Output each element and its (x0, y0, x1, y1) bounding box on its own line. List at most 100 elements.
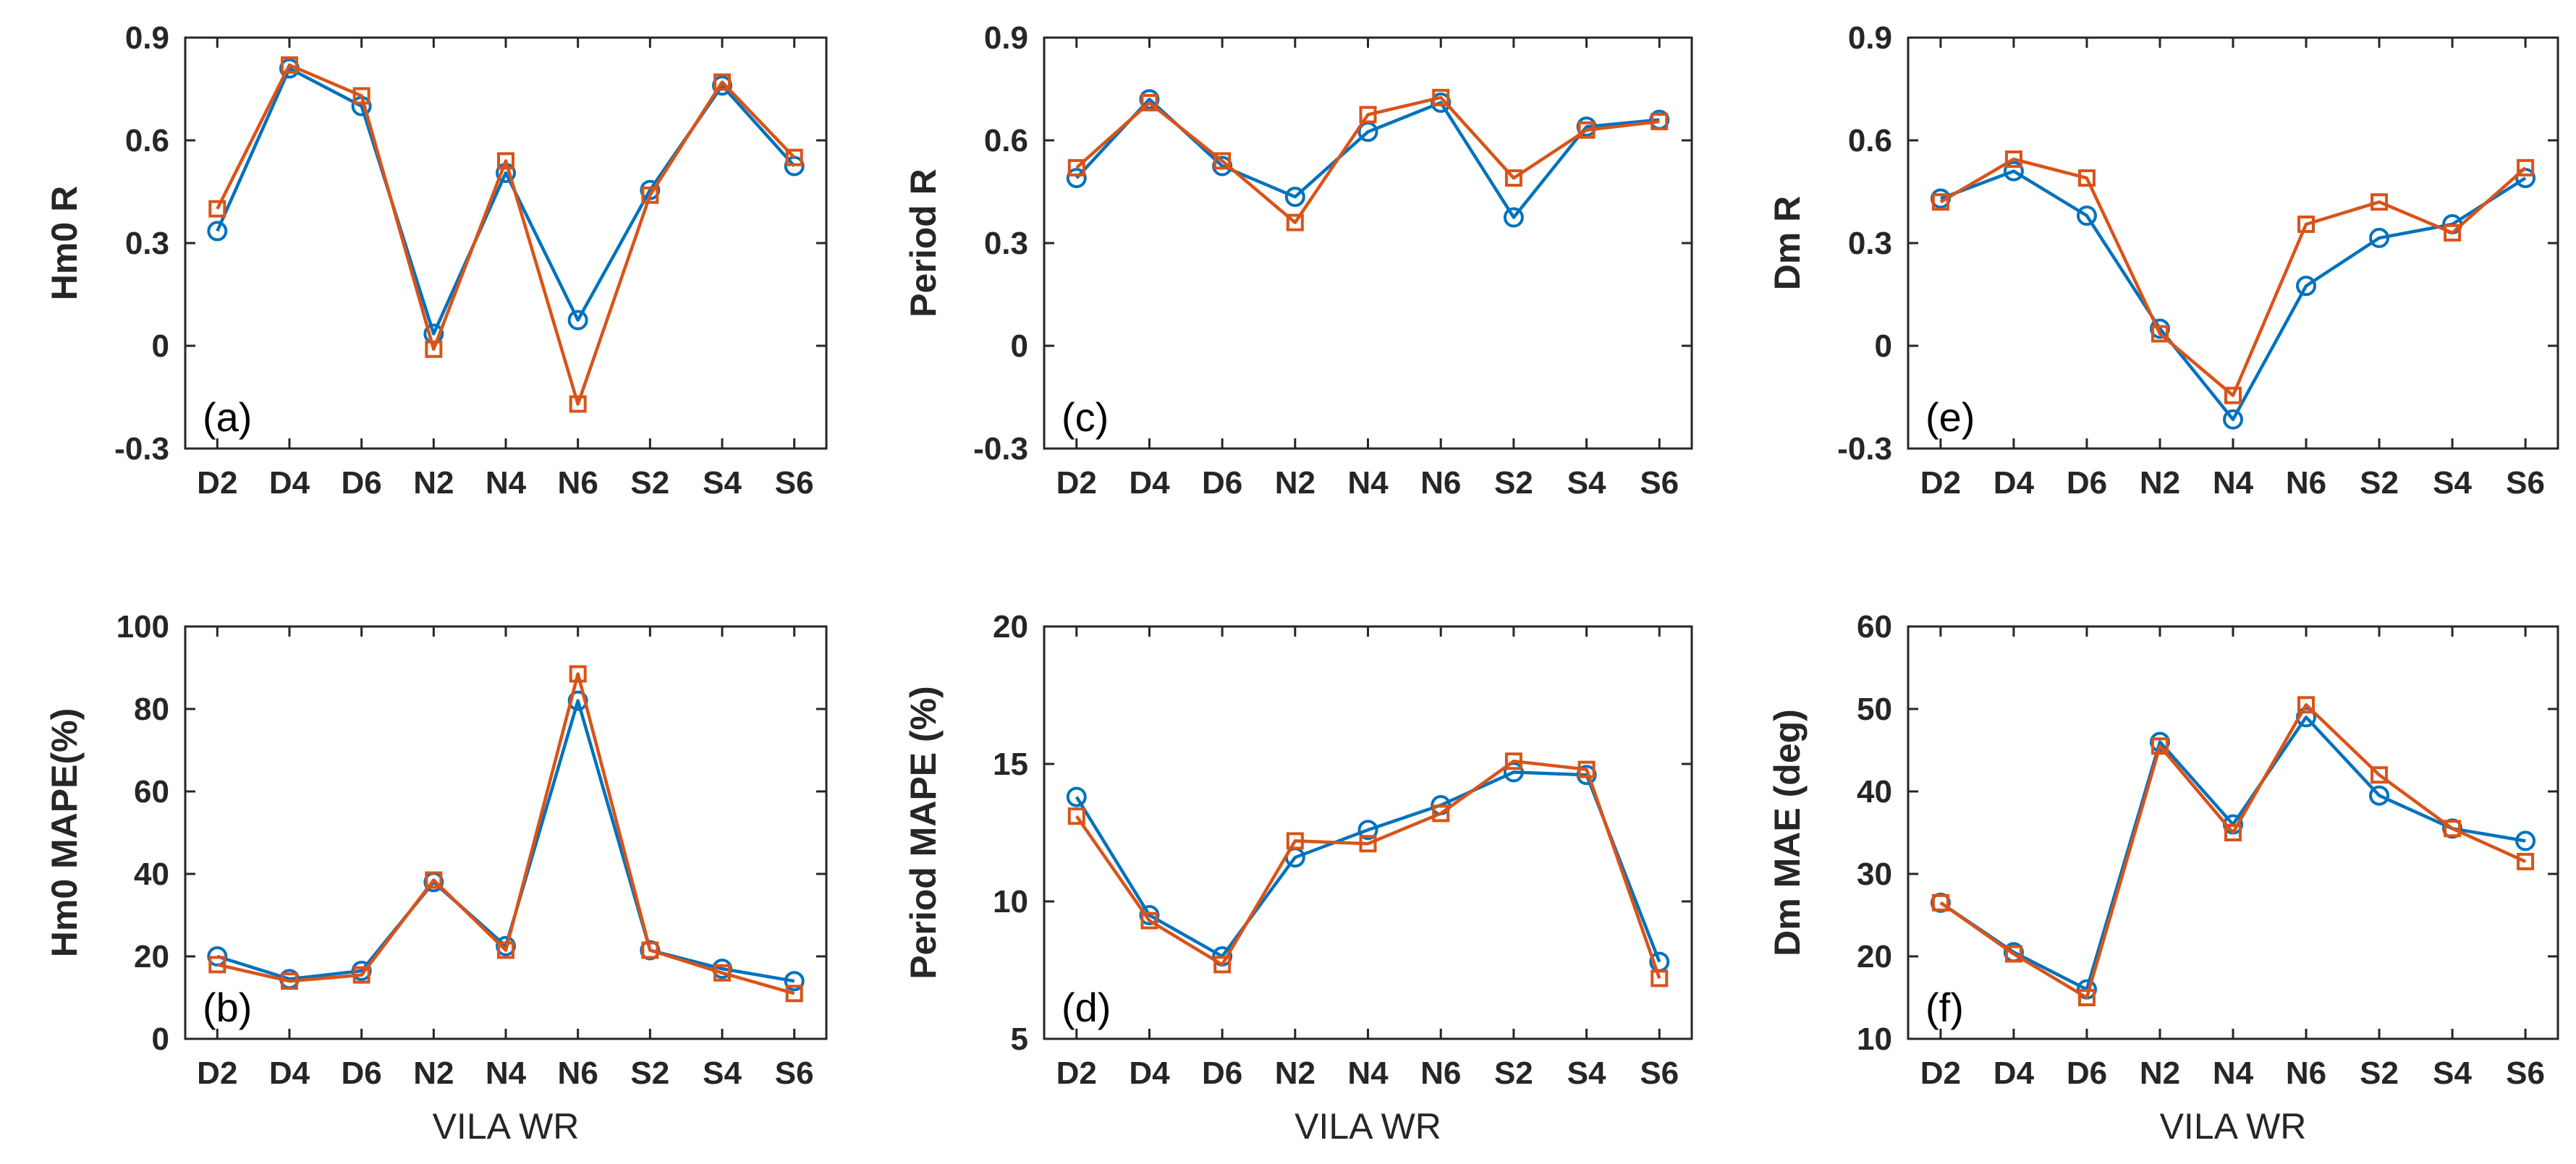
data-point-square (425, 871, 443, 889)
series-line-1 (1940, 169, 2527, 422)
y-tick-label: 60 (1857, 609, 1892, 645)
y-tick-label: 0 (1875, 328, 1892, 364)
data-point-square (569, 665, 587, 683)
data-point-square (1213, 956, 1232, 974)
x-tick-label: D4 (1129, 465, 1170, 501)
data-point-square (2444, 820, 2462, 838)
data-point-square (2370, 193, 2389, 211)
data-point-square (208, 956, 226, 974)
x-tick-label: N2 (1275, 1055, 1315, 1091)
data-point-square (2224, 386, 2242, 404)
data-point-square (352, 87, 370, 105)
x-tick-label: N4 (1347, 465, 1389, 501)
data-point-square (2297, 215, 2316, 233)
y-axis-label: Hm0 R (44, 186, 85, 300)
x-tick-label: N6 (1420, 465, 1461, 501)
data-point-circle (1357, 820, 1378, 841)
x-tick-label: D6 (2067, 1055, 2107, 1091)
data-point-square (2151, 737, 2169, 755)
data-point-square (1286, 213, 1304, 231)
data-point-square (352, 966, 370, 984)
panel-label: (e) (1925, 394, 1975, 440)
panel-f: 10 20 30 40 50 60 D2 D4 D6 N2 N4 N6 S2 S4 S6 Dm MAE (de… (1767, 609, 2559, 1147)
y-tick-label: 100 (116, 609, 169, 645)
data-point-circle (2369, 227, 2390, 248)
x-tick-label: S6 (1640, 1055, 1679, 1091)
data-point-square (1651, 112, 1669, 130)
data-point-square (569, 395, 587, 413)
data-point-circle (784, 971, 805, 992)
data-point-square (2370, 766, 2389, 784)
x-tick-label: S4 (703, 1055, 742, 1091)
series-line-2 (1939, 157, 2527, 397)
data-point-square (2004, 150, 2022, 169)
x-tick-label: S2 (1494, 465, 1533, 501)
x-tick-label: D6 (2067, 465, 2107, 501)
data-point-square (1577, 121, 1596, 139)
panel-label: (d) (1062, 985, 1111, 1030)
data-point-square (1931, 893, 1949, 912)
x-tick-label: S4 (1567, 1055, 1606, 1091)
x-tick-label: N4 (1347, 1055, 1389, 1091)
x-tick-label: N6 (2286, 1055, 2326, 1091)
x-tick-label: N4 (486, 465, 527, 501)
x-tick-label: D2 (197, 465, 237, 501)
x-tick-label: D6 (1202, 465, 1242, 501)
series-line-2 (1075, 95, 1660, 224)
data-point-square (2224, 824, 2242, 841)
x-tick-label: N6 (558, 1055, 598, 1091)
y-tick-label: 0.9 (125, 20, 169, 56)
axes-frame (184, 36, 828, 450)
data-point-square (1140, 93, 1158, 111)
data-point-square (1432, 88, 1450, 106)
x-tick-label: D4 (1994, 465, 2035, 501)
x-tick-label: D4 (1994, 1055, 2035, 1091)
data-point-square (1140, 912, 1158, 930)
panel-a: -0.3 0 0.3 0.6 0.9 D2 D4 D6 N2 N4 N6 S2 S4 S6 Hm0 R (a) (44, 20, 828, 501)
x-tick-label: S2 (630, 1055, 669, 1091)
x-tick-label: N6 (1420, 1055, 1461, 1091)
x-axis-label: VILA WR (433, 1106, 580, 1147)
series-line-2 (216, 672, 795, 995)
y-axis-label: Period MAPE (%) (903, 686, 944, 980)
x-tick-label: D2 (1056, 465, 1097, 501)
panel-label: (b) (203, 985, 252, 1030)
panel-d: 5 10 15 20 D2 D4 D6 N2 N4 N6 S2 S4 S6 Period MAPE (%)… (903, 609, 1693, 1147)
data-point-circle (1066, 168, 1087, 189)
data-point-square (1504, 169, 1522, 187)
data-point-square (2077, 169, 2096, 187)
x-tick-label: N4 (486, 1055, 527, 1091)
data-point-square (713, 73, 732, 91)
x-tick-label: N4 (2213, 465, 2254, 501)
y-tick-label: 80 (134, 692, 169, 727)
x-axis-label: VILA WR (1295, 1106, 1441, 1147)
x-tick-label: N2 (1275, 465, 1315, 501)
y-tick-label: -0.3 (1837, 431, 1892, 467)
data-point-square (1577, 760, 1596, 778)
data-point-circle (567, 310, 588, 331)
x-tick-label: S2 (1494, 1055, 1533, 1091)
x-tick-label: S4 (2433, 1055, 2472, 1091)
data-point-circle (1503, 207, 1524, 228)
data-point-circle (1284, 187, 1305, 208)
x-tick-label: D2 (1920, 465, 1961, 501)
data-point-square (641, 186, 659, 204)
axes-frame (1907, 36, 2559, 450)
x-tick-label: S6 (1640, 465, 1679, 501)
data-point-square (497, 152, 514, 170)
y-tick-label: 20 (1857, 939, 1892, 974)
x-tick-label: S2 (2360, 465, 2399, 501)
y-tick-label: 10 (993, 884, 1028, 919)
panel-c: -0.3 0 0.3 0.6 0.9 D2 D4 D6 N2 N4 N6 S2 S4 S6 Period R… (903, 20, 1693, 501)
y-tick-label: 40 (134, 857, 169, 892)
y-tick-label: 10 (1857, 1021, 1892, 1057)
data-point-square (785, 148, 803, 166)
x-tick-label: S6 (2506, 1055, 2545, 1091)
x-tick-label: D4 (1129, 1055, 1170, 1091)
data-point-square (2444, 224, 2462, 242)
data-point-square (785, 985, 803, 1003)
data-point-square (2297, 696, 2316, 714)
x-tick-label: D6 (1202, 1055, 1242, 1091)
y-tick-label: -0.3 (973, 431, 1028, 467)
